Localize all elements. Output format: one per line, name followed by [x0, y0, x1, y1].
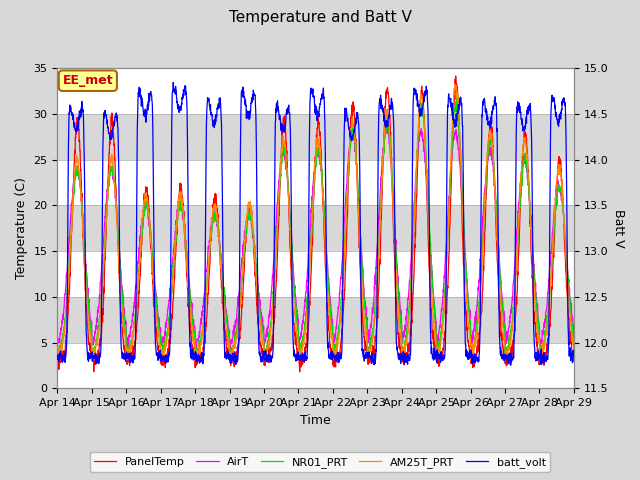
- AirT: [383, 121, 391, 127]
- Bar: [58, 205, 574, 251]
- NR01_PRT: [331, 349, 339, 355]
- AM25T_PRT: [342, 232, 349, 238]
- AM25T_PRT: [330, 349, 338, 355]
- batt_volt: [198, 352, 205, 358]
- Y-axis label: Temperature (C): Temperature (C): [15, 177, 28, 279]
- NR01_PRT: [539, 343, 547, 349]
- Bar: [58, 160, 574, 205]
- NR01_PRT: [570, 352, 578, 358]
- Line: AirT: AirT: [58, 124, 574, 351]
- Bar: [58, 114, 574, 160]
- PanelTemp: [198, 355, 205, 360]
- Bar: [58, 68, 574, 114]
- AM25T_PRT: [466, 325, 474, 331]
- NR01_PRT: [158, 355, 166, 360]
- AM25T_PRT: [451, 82, 459, 88]
- AirT: [342, 201, 349, 207]
- Text: EE_met: EE_met: [63, 74, 113, 87]
- Line: batt_volt: batt_volt: [58, 83, 574, 365]
- NR01_PRT: [342, 221, 349, 227]
- AM25T_PRT: [54, 352, 61, 358]
- batt_volt: [525, 109, 532, 115]
- PanelTemp: [539, 351, 547, 357]
- AirT: [536, 348, 544, 354]
- batt_volt: [507, 362, 515, 368]
- PanelTemp: [54, 362, 61, 368]
- AirT: [539, 332, 547, 338]
- AirT: [54, 340, 61, 346]
- PanelTemp: [331, 359, 339, 365]
- batt_volt: [570, 352, 578, 358]
- AM25T_PRT: [198, 340, 205, 346]
- Y-axis label: Batt V: Batt V: [612, 209, 625, 248]
- batt_volt: [466, 348, 474, 354]
- PanelTemp: [525, 181, 532, 187]
- AM25T_PRT: [539, 345, 547, 350]
- PanelTemp: [296, 369, 303, 375]
- AirT: [330, 340, 338, 346]
- NR01_PRT: [525, 183, 532, 189]
- Text: Temperature and Batt V: Temperature and Batt V: [228, 10, 412, 24]
- Line: PanelTemp: PanelTemp: [58, 76, 574, 372]
- batt_volt: [331, 356, 339, 362]
- PanelTemp: [342, 259, 349, 265]
- AM25T_PRT: [467, 357, 475, 363]
- Line: AM25T_PRT: AM25T_PRT: [58, 85, 574, 360]
- batt_volt: [170, 80, 177, 85]
- Line: NR01_PRT: NR01_PRT: [58, 97, 574, 358]
- Bar: [58, 343, 574, 388]
- batt_volt: [54, 353, 61, 359]
- AirT: [570, 347, 578, 353]
- batt_volt: [342, 111, 349, 117]
- PanelTemp: [466, 356, 474, 362]
- AirT: [198, 319, 205, 325]
- PanelTemp: [570, 358, 578, 363]
- NR01_PRT: [453, 95, 461, 100]
- AM25T_PRT: [570, 353, 578, 359]
- AirT: [466, 314, 474, 320]
- AM25T_PRT: [525, 176, 532, 182]
- NR01_PRT: [54, 354, 61, 360]
- NR01_PRT: [198, 333, 205, 339]
- Bar: [58, 251, 574, 297]
- X-axis label: Time: Time: [300, 414, 331, 427]
- PanelTemp: [452, 73, 460, 79]
- Bar: [58, 297, 574, 343]
- NR01_PRT: [466, 321, 474, 326]
- Legend: PanelTemp, AirT, NR01_PRT, AM25T_PRT, batt_volt: PanelTemp, AirT, NR01_PRT, AM25T_PRT, ba…: [90, 452, 550, 472]
- AirT: [525, 181, 532, 187]
- batt_volt: [539, 354, 547, 360]
